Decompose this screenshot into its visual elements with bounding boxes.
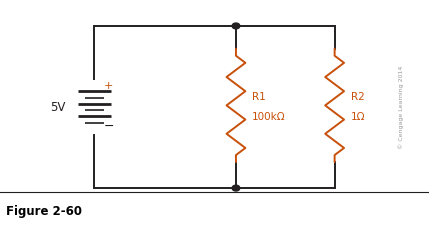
Circle shape (232, 23, 240, 29)
Text: © Cengage Learning 2014: © Cengage Learning 2014 (398, 65, 404, 149)
Text: 1Ω: 1Ω (351, 112, 366, 122)
Text: −: − (104, 120, 114, 133)
Circle shape (232, 185, 240, 191)
Text: Figure 2-60: Figure 2-60 (6, 205, 82, 218)
Text: 100kΩ: 100kΩ (252, 112, 286, 122)
Text: R2: R2 (351, 92, 365, 102)
Text: R1: R1 (252, 92, 266, 102)
Text: +: + (104, 81, 113, 91)
Text: 5V: 5V (50, 101, 66, 114)
